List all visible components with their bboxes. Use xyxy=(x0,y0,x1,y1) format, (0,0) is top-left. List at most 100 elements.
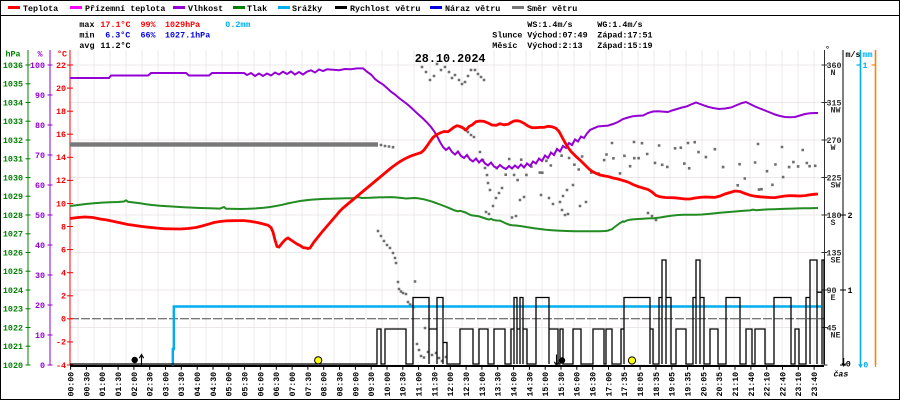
svg-text:08:30: 08:30 xyxy=(336,372,345,397)
svg-text:-4: -4 xyxy=(56,361,66,371)
svg-text:14:00: 14:00 xyxy=(511,372,520,397)
svg-text:21:40: 21:40 xyxy=(748,372,757,397)
svg-text:Východ:07:49: Východ:07:49 xyxy=(527,31,587,41)
svg-text:Teplota: Teplota xyxy=(23,4,58,14)
svg-text:16:30: 16:30 xyxy=(590,372,599,397)
svg-text:Slunce: Slunce xyxy=(492,31,522,41)
svg-text:1: 1 xyxy=(863,61,868,71)
svg-text:čas: čas xyxy=(834,370,849,380)
svg-text:10: 10 xyxy=(35,331,45,341)
svg-text:°: ° xyxy=(825,45,830,55)
svg-text:17:35: 17:35 xyxy=(621,372,630,397)
svg-text:8: 8 xyxy=(61,222,66,232)
svg-text:1036: 1036 xyxy=(3,61,23,71)
svg-text:1031: 1031 xyxy=(3,155,23,165)
svg-text:28.10.2024: 28.10.2024 xyxy=(415,52,486,66)
svg-text:225: 225 xyxy=(827,173,842,183)
svg-text:Tlak: Tlak xyxy=(247,4,267,14)
svg-text:0: 0 xyxy=(61,315,66,325)
svg-text:45: 45 xyxy=(827,323,837,333)
svg-text:1028: 1028 xyxy=(3,211,23,221)
svg-text:66%: 66% xyxy=(141,31,157,41)
svg-text:Náraz větru: Náraz větru xyxy=(445,4,500,14)
svg-text:23:10: 23:10 xyxy=(795,372,804,397)
svg-text:00:00: 00:00 xyxy=(68,372,77,397)
svg-text:360: 360 xyxy=(827,61,842,71)
svg-text:1033: 1033 xyxy=(3,117,23,127)
svg-text:1029: 1029 xyxy=(3,192,23,202)
svg-text:10: 10 xyxy=(56,199,66,209)
svg-text:SE: SE xyxy=(831,255,841,265)
svg-text:1026: 1026 xyxy=(3,248,23,258)
svg-text:30: 30 xyxy=(35,271,45,281)
svg-text:1027.1hPa: 1027.1hPa xyxy=(165,31,210,41)
svg-text:13:30: 13:30 xyxy=(495,372,504,397)
svg-text:%: % xyxy=(38,50,44,60)
svg-text:270: 270 xyxy=(827,136,842,146)
svg-text:0: 0 xyxy=(863,361,868,371)
svg-text:min: min xyxy=(79,31,94,41)
svg-text:mm: mm xyxy=(863,50,873,60)
svg-text:20: 20 xyxy=(35,301,45,311)
svg-text:N: N xyxy=(831,68,836,78)
svg-text:17.1°C: 17.1°C xyxy=(100,20,130,30)
svg-text:06:30: 06:30 xyxy=(273,372,282,397)
svg-text:1027: 1027 xyxy=(3,230,23,240)
svg-text:06:00: 06:00 xyxy=(257,372,266,397)
svg-text:Východ:2:13: Východ:2:13 xyxy=(527,41,582,51)
svg-text:1021: 1021 xyxy=(3,342,23,352)
svg-text:18:05: 18:05 xyxy=(637,372,646,397)
svg-text:01:30: 01:30 xyxy=(115,372,124,397)
svg-text:90: 90 xyxy=(35,91,45,101)
svg-text:6.3°C: 6.3°C xyxy=(105,31,130,41)
svg-text:20: 20 xyxy=(56,84,66,94)
svg-text:14: 14 xyxy=(56,153,66,163)
svg-text:08:00: 08:00 xyxy=(321,372,330,397)
svg-text:1023: 1023 xyxy=(3,305,23,315)
svg-text:Vlhkost: Vlhkost xyxy=(188,4,223,14)
svg-text:02:30: 02:30 xyxy=(147,372,156,397)
svg-text:10:00: 10:00 xyxy=(384,372,393,397)
svg-text:0: 0 xyxy=(846,360,851,370)
svg-text:02:00: 02:00 xyxy=(131,372,140,397)
svg-text:15:00: 15:00 xyxy=(542,372,551,397)
svg-text:10:30: 10:30 xyxy=(400,372,409,397)
svg-text:99%: 99% xyxy=(141,20,157,30)
svg-text:50: 50 xyxy=(35,211,45,221)
svg-text:hPa: hPa xyxy=(6,50,21,60)
svg-text:1024: 1024 xyxy=(3,286,23,296)
svg-text:20:35: 20:35 xyxy=(716,372,725,397)
svg-text:70: 70 xyxy=(35,151,45,161)
svg-text:00:30: 00:30 xyxy=(83,372,92,397)
svg-text:6: 6 xyxy=(61,245,66,255)
svg-text:m/s: m/s xyxy=(846,50,861,60)
svg-text:W: W xyxy=(831,143,837,153)
svg-text:05:30: 05:30 xyxy=(242,372,251,397)
svg-text:16: 16 xyxy=(56,130,66,140)
svg-text:20:05: 20:05 xyxy=(700,372,709,397)
svg-text:135: 135 xyxy=(827,248,842,258)
svg-text:13:00: 13:00 xyxy=(479,372,488,397)
svg-text:WG:1.4m/s: WG:1.4m/s xyxy=(597,20,642,30)
svg-text:11:30: 11:30 xyxy=(431,372,440,397)
svg-text:90: 90 xyxy=(827,286,837,296)
svg-text:Západ:15:19: Západ:15:19 xyxy=(597,41,652,51)
svg-text:04:30: 04:30 xyxy=(210,372,219,397)
svg-text:22: 22 xyxy=(56,61,66,71)
svg-text:NE: NE xyxy=(831,330,841,340)
svg-text:40: 40 xyxy=(35,241,45,251)
svg-text:14:30: 14:30 xyxy=(526,372,535,397)
svg-text:80: 80 xyxy=(35,121,45,131)
svg-text:07:30: 07:30 xyxy=(305,372,314,397)
svg-text:04:00: 04:00 xyxy=(194,372,203,397)
svg-text:12: 12 xyxy=(56,176,66,186)
svg-text:NW: NW xyxy=(831,105,842,115)
svg-text:18:35: 18:35 xyxy=(653,372,662,397)
svg-text:1022: 1022 xyxy=(3,323,23,333)
svg-text:°C: °C xyxy=(57,50,67,60)
svg-text:11.2°C: 11.2°C xyxy=(100,41,130,51)
svg-text:1029hPa: 1029hPa xyxy=(165,20,200,30)
svg-text:1032: 1032 xyxy=(3,136,23,146)
svg-text:18: 18 xyxy=(56,107,66,117)
svg-text:19:05: 19:05 xyxy=(669,372,678,397)
